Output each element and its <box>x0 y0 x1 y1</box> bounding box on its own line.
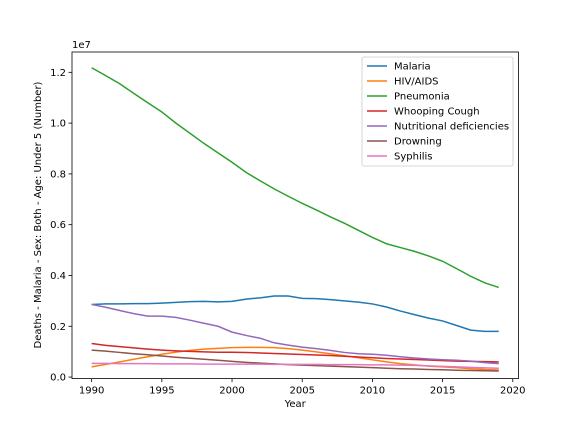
x-tick-label: 2005 <box>289 386 314 397</box>
series-line-2 <box>91 67 499 289</box>
legend-frame <box>361 56 514 167</box>
y-axis-label: Deaths - Malaria - Sex: Both - Age: Unde… <box>33 81 44 348</box>
series-line-3 <box>91 342 499 363</box>
y-axis: 0.0 0.2 0.4 0.6 0.8 1.0 1.2 <box>50 68 72 384</box>
legend-label-1: HIV/AIDS <box>394 77 439 88</box>
plot-frame <box>71 51 519 380</box>
legend-label-0: Malaria <box>394 62 431 73</box>
legend-label-2: Pneumonia <box>394 92 450 103</box>
y-tick-label: 0.4 <box>50 271 66 282</box>
series-line-4 <box>91 303 499 365</box>
y-tick-label: 1.2 <box>50 68 66 79</box>
series-line-0 <box>91 295 499 333</box>
y-tick-label: 0.0 <box>50 373 66 384</box>
legend: Malaria HIV/AIDS Pneumonia Whooping Cough Nu… <box>361 56 514 167</box>
x-tick-label: 2015 <box>430 386 455 397</box>
legend-label-6: Syphilis <box>394 152 433 163</box>
x-tick-label: 2000 <box>219 386 244 397</box>
legend-label-3: Whooping Cough <box>394 107 480 118</box>
y-tick-label: 0.2 <box>50 322 66 333</box>
y-tick-label: 1.0 <box>50 119 66 130</box>
y-tick-label: 0.8 <box>50 169 66 180</box>
x-tick-label: 1990 <box>79 386 104 397</box>
x-tick-label: 2010 <box>360 386 385 397</box>
legend-label-5: Drowning <box>394 137 442 148</box>
legend-label-4: Nutritional deficiencies <box>394 122 509 133</box>
x-tick-label: 1995 <box>149 386 174 397</box>
series-layer <box>91 67 499 372</box>
x-axis: 1990 1995 2000 2005 2010 2015 2020 <box>79 378 526 397</box>
series-line-6 <box>91 362 499 369</box>
x-tick-label: 2020 <box>500 386 525 397</box>
x-axis-label: Year <box>284 399 307 410</box>
y-tick-label: 0.6 <box>50 220 66 231</box>
y-axis-multiplier: 1e7 <box>72 40 91 51</box>
